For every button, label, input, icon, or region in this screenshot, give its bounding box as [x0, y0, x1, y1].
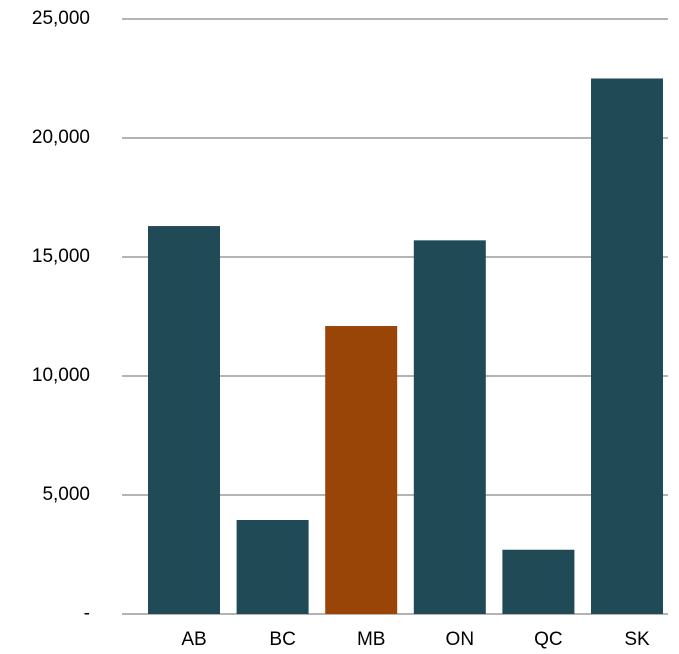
- bar: [325, 326, 398, 614]
- bar: [236, 519, 309, 614]
- x-tick-label: ON: [446, 629, 475, 650]
- y-tick-label: 15,000: [32, 246, 90, 267]
- bar: [591, 78, 663, 614]
- x-tick-label: SK: [624, 629, 650, 650]
- y-tick-label: 5,000: [42, 484, 90, 505]
- x-tick-label: QC: [534, 629, 563, 650]
- bar: [413, 240, 486, 614]
- x-tick-label: MB: [357, 629, 386, 650]
- bar: [148, 226, 220, 614]
- x-tick-label: AB: [181, 629, 206, 650]
- x-tick-label: BC: [269, 629, 295, 650]
- y-tick-label: -: [84, 603, 90, 624]
- y-tick-label: 10,000: [32, 365, 90, 386]
- y-tick-label: 25,000: [32, 8, 90, 29]
- y-tick-label: 20,000: [32, 127, 90, 148]
- bar: [502, 549, 575, 614]
